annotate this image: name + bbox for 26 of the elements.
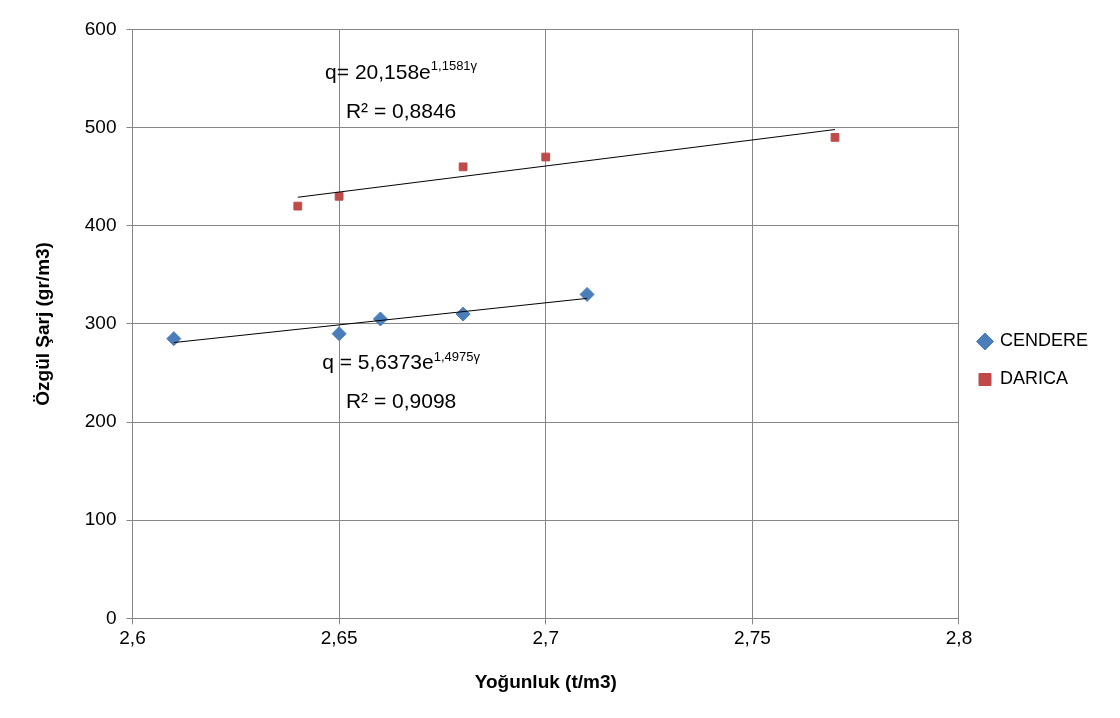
y-tick-label: 500 (84, 115, 117, 137)
x-tick-label: 2,65 (320, 627, 358, 649)
y-axis-title: Özgül Şarj (gr/m3) (31, 242, 53, 406)
x-tick-label: 2,6 (119, 627, 146, 649)
annotation: R² = 0,8846 (345, 98, 457, 122)
y-tick-label: 300 (84, 312, 117, 334)
point (293, 201, 303, 211)
legend-label: DARICA (999, 368, 1068, 389)
x-axis-title: Yoğunluk (t/m3) (474, 670, 617, 692)
point (331, 326, 347, 342)
y-tick-label: 400 (84, 213, 117, 235)
y-tick-label: 100 (84, 508, 117, 530)
legend-label: CENDERE (999, 330, 1088, 351)
point (458, 162, 468, 172)
point (579, 286, 595, 302)
y-tick-label: 600 (84, 17, 117, 39)
point (166, 331, 182, 347)
annotation: R² = 0,9098 (345, 389, 457, 413)
x-tick-label: 2,75 (733, 627, 771, 649)
point (830, 132, 840, 142)
point (541, 152, 551, 162)
x-tick-label: 2,8 (945, 627, 973, 649)
y-tick-label: 200 (84, 410, 117, 432)
y-tick-label: 0 (105, 606, 117, 628)
point (334, 191, 344, 201)
x-tick-label: 2,7 (532, 627, 559, 649)
